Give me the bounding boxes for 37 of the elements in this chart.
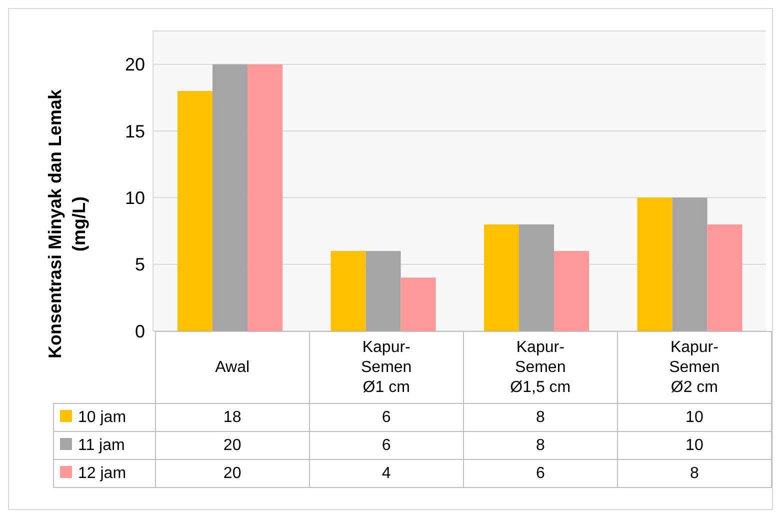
bar xyxy=(637,198,672,331)
data-label: 6 xyxy=(463,460,618,488)
data-label: 20 xyxy=(155,432,310,460)
x-tick-label: Kapur-Semen Ø1,5 cm xyxy=(509,338,572,398)
y-tick-label: 10 xyxy=(124,188,145,208)
legend-label: 12 jam xyxy=(54,460,156,488)
data-label: 6 xyxy=(309,404,464,432)
bar xyxy=(366,251,401,331)
data-label: 8 xyxy=(617,460,772,488)
data-label: 8 xyxy=(463,432,618,460)
x-tick-label: Kapur-Semen Ø2 cm xyxy=(668,338,721,398)
data-label: 6 xyxy=(309,432,464,460)
legend-label: 11 jam xyxy=(54,432,156,460)
bar xyxy=(519,224,554,331)
data-label: 20 xyxy=(155,460,310,488)
bar xyxy=(484,224,520,331)
bar xyxy=(672,198,708,331)
data-label: 8 xyxy=(463,404,618,432)
bar xyxy=(554,251,590,331)
data-label: 18 xyxy=(155,404,310,432)
data-label: 10 xyxy=(617,432,772,460)
bar xyxy=(707,224,742,331)
data-label: 4 xyxy=(309,460,464,488)
bar xyxy=(330,251,366,331)
bar xyxy=(212,64,248,331)
y-tick-label: 0 xyxy=(134,321,145,342)
y-axis-title: Konsentrasi Minyak dan Lemak (mg/L) xyxy=(44,88,90,361)
data-label: 10 xyxy=(617,404,772,432)
y-tick-label: 5 xyxy=(134,254,145,275)
bar xyxy=(400,278,436,331)
legend-label: 10 jam xyxy=(54,404,156,432)
x-tick-label: Awal xyxy=(214,358,251,378)
bar xyxy=(178,91,213,331)
y-tick-label: 15 xyxy=(124,121,145,142)
x-tick-label: Kapur-Semen Ø1 cm xyxy=(360,338,413,398)
bar xyxy=(248,64,283,331)
y-tick-label: 20 xyxy=(124,54,145,75)
